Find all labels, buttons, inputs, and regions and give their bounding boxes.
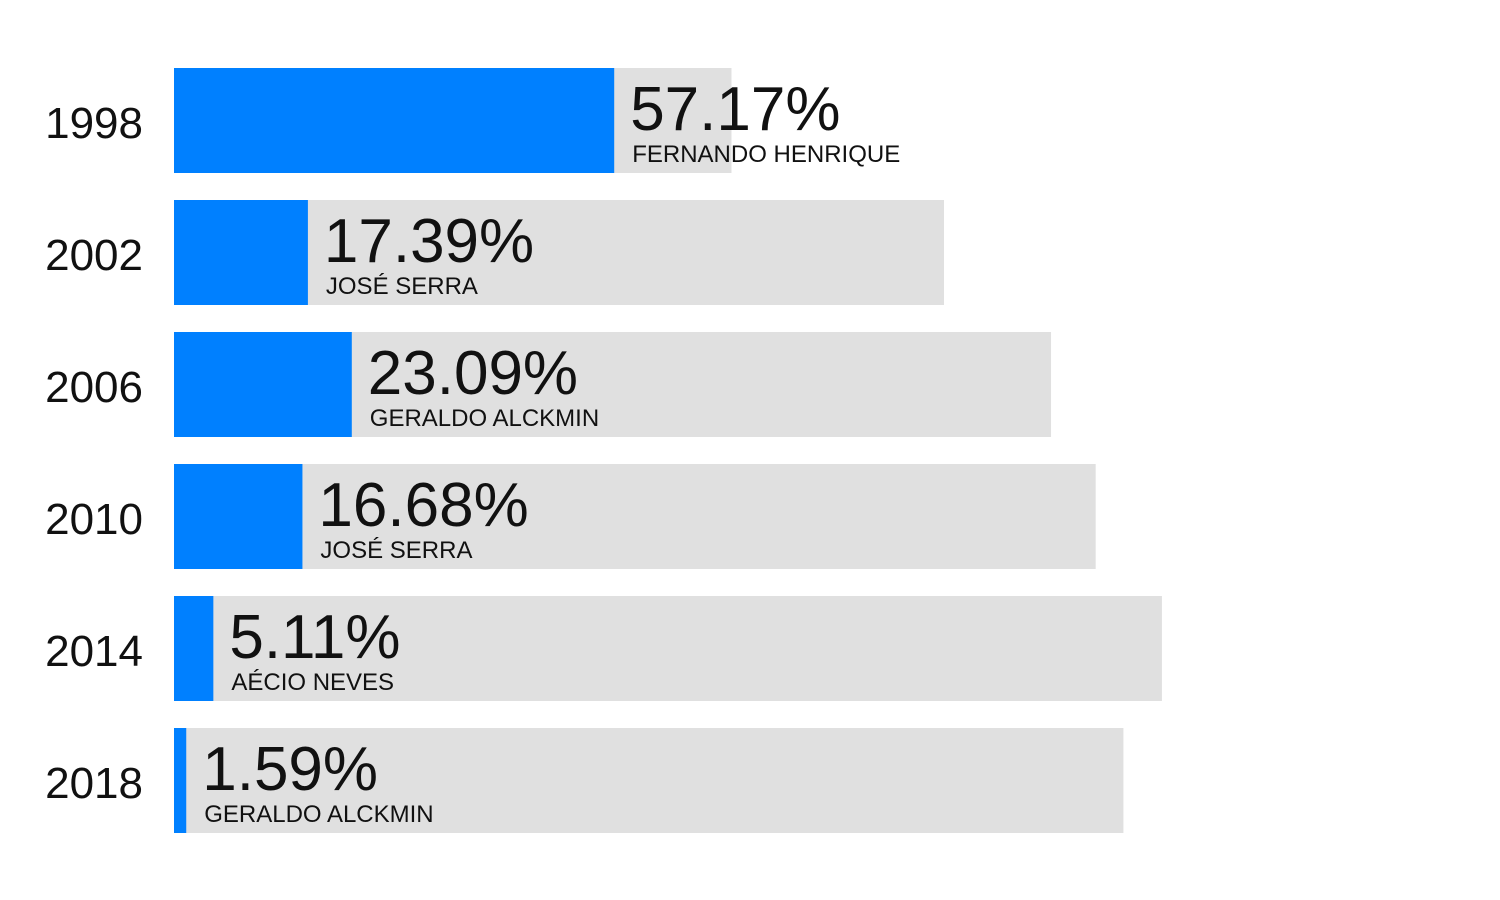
value-label: 1.59% bbox=[202, 735, 378, 804]
bar-row: 1998 57.17%FERNANDO HENRIQUE bbox=[45, 68, 900, 173]
value-bar bbox=[174, 68, 615, 173]
value-bar bbox=[174, 200, 308, 305]
bar-row: 2018 1.59%GERALDO ALCKMIN bbox=[45, 728, 1124, 833]
candidate-label: FERNANDO HENRIQUE bbox=[632, 141, 900, 168]
candidate-label: GERALDO ALCKMIN bbox=[370, 405, 599, 432]
background-bar bbox=[174, 728, 1124, 833]
bar-row: 2010 16.68%JOSÉ SERRA bbox=[45, 464, 1096, 569]
value-bar bbox=[174, 464, 303, 569]
value-bar bbox=[174, 596, 214, 701]
value-bar bbox=[174, 332, 352, 437]
year-label: 2006 bbox=[45, 363, 143, 412]
year-label: 2014 bbox=[45, 627, 143, 676]
year-label: 2002 bbox=[45, 231, 143, 280]
bar-row: 2006 23.09%GERALDO ALCKMIN bbox=[45, 332, 1052, 437]
value-label: 16.68% bbox=[318, 471, 528, 540]
candidate-label: JOSÉ SERRA bbox=[326, 273, 478, 300]
value-label: 23.09% bbox=[368, 339, 578, 408]
background-bar bbox=[174, 464, 1096, 569]
year-label: 2010 bbox=[45, 495, 143, 544]
candidate-label: GERALDO ALCKMIN bbox=[204, 801, 433, 828]
year-label: 2018 bbox=[45, 759, 143, 808]
candidate-label: JOSÉ SERRA bbox=[320, 537, 472, 564]
bar-row: 2014 5.11%AÉCIO NEVES bbox=[45, 596, 1162, 701]
candidate-label: AÉCIO NEVES bbox=[231, 669, 394, 696]
value-bar bbox=[174, 728, 187, 833]
value-label: 17.39% bbox=[324, 207, 534, 276]
value-label: 5.11% bbox=[229, 603, 400, 672]
year-label: 1998 bbox=[45, 99, 143, 148]
value-label: 57.17% bbox=[630, 75, 840, 144]
background-bar bbox=[174, 596, 1162, 701]
bar-row: 2002 17.39%JOSÉ SERRA bbox=[45, 200, 944, 305]
